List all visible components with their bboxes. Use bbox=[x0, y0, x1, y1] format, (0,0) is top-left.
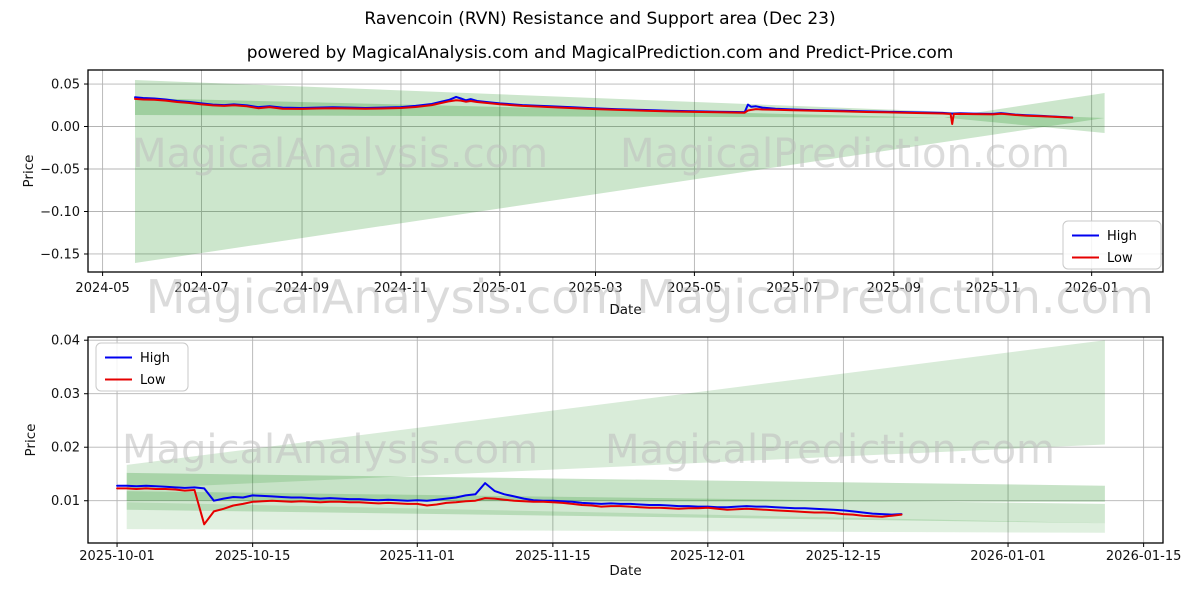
x-tick-label: 2025-05 bbox=[667, 281, 721, 296]
y-tick-label: 0.02 bbox=[51, 441, 80, 456]
chart-price-history: Date Price High Low bbox=[21, 69, 1164, 318]
x-tick-label: 2025-12-01 bbox=[670, 549, 746, 564]
low-price-line bbox=[116, 487, 903, 526]
y-tick-label: 0.05 bbox=[51, 78, 80, 93]
y-tick-label: 0.03 bbox=[51, 387, 80, 402]
y-axis-label: Price bbox=[21, 155, 37, 188]
figure-title: Ravencoin (RVN) Resistance and Support a… bbox=[364, 9, 836, 29]
legend-label-high: High bbox=[140, 351, 170, 366]
watermark-text: MagicalPrediction.com bbox=[636, 270, 1154, 324]
x-tick-label: 2024-11 bbox=[374, 281, 428, 296]
x-tick-label: 2026-01 bbox=[1064, 281, 1118, 296]
low-price-line bbox=[134, 97, 1074, 125]
plot-border bbox=[87, 336, 1164, 544]
x-tick-label: 2024-05 bbox=[75, 281, 129, 296]
x-tick-label: 2025-11 bbox=[966, 281, 1020, 296]
x-tick-label: 2025-03 bbox=[568, 281, 622, 296]
x-tick-label: 2025-10-01 bbox=[79, 549, 155, 564]
support-resistance-band bbox=[126, 472, 1105, 502]
y-tick-label: 0.01 bbox=[51, 494, 80, 509]
y-tick-label: −0.10 bbox=[40, 205, 80, 220]
high-price-line bbox=[116, 482, 903, 516]
x-tick-label: 2024-07 bbox=[174, 281, 228, 296]
x-tick-label: 2025-11-15 bbox=[515, 549, 591, 564]
figure-subtitle: powered by MagicalAnalysis.com and Magic… bbox=[246, 43, 954, 63]
x-tick-label: 2025-12-15 bbox=[806, 549, 882, 564]
support-resistance-band bbox=[126, 502, 1105, 533]
x-axis-label: Date bbox=[609, 563, 641, 579]
x-tick-label: 2025-10-15 bbox=[215, 549, 291, 564]
support-resistance-band bbox=[135, 80, 1105, 263]
y-tick-label: 0.04 bbox=[51, 334, 80, 349]
x-tick-label: 2025-09 bbox=[867, 281, 921, 296]
support-resistance-band bbox=[126, 340, 1105, 489]
chart-recent-trend: Date Price High Low bbox=[23, 336, 1164, 579]
watermark-text: MagicalPrediction.com bbox=[620, 131, 1070, 177]
legend-label-low: Low bbox=[140, 373, 166, 388]
support-resistance-band bbox=[944, 93, 1105, 133]
y-tick-label: −0.15 bbox=[40, 247, 80, 262]
chart-price-history-base: 2024-05 2024-07 2024-09 2024-11 2025-01 2025-… bbox=[40, 70, 1163, 296]
plot-border bbox=[87, 69, 1164, 273]
x-tick-label: 2026-01-01 bbox=[970, 549, 1046, 564]
y-axis-label: Price bbox=[23, 424, 39, 457]
x-tick-label: 2026-01-15 bbox=[1106, 549, 1182, 564]
y-tick-label: −0.05 bbox=[40, 163, 80, 178]
legend-label-low: Low bbox=[1107, 251, 1133, 266]
x-axis-label: Date bbox=[609, 302, 641, 318]
x-tick-label: 2025-11-01 bbox=[379, 549, 455, 564]
y-tick-label: 0.00 bbox=[51, 120, 80, 135]
watermark-text: MagicalAnalysis.com bbox=[122, 427, 538, 473]
x-tick-label: 2025-07 bbox=[766, 281, 820, 296]
watermark-text: MagicalAnalysis.com bbox=[132, 131, 548, 177]
watermark-text: MagicalAnalysis.com bbox=[146, 270, 625, 324]
legend-label-high: High bbox=[1107, 229, 1137, 244]
x-tick-label: 2024-09 bbox=[275, 281, 329, 296]
x-tick-label: 2025-01 bbox=[473, 281, 527, 296]
watermark-text: MagicalPrediction.com bbox=[605, 427, 1055, 473]
